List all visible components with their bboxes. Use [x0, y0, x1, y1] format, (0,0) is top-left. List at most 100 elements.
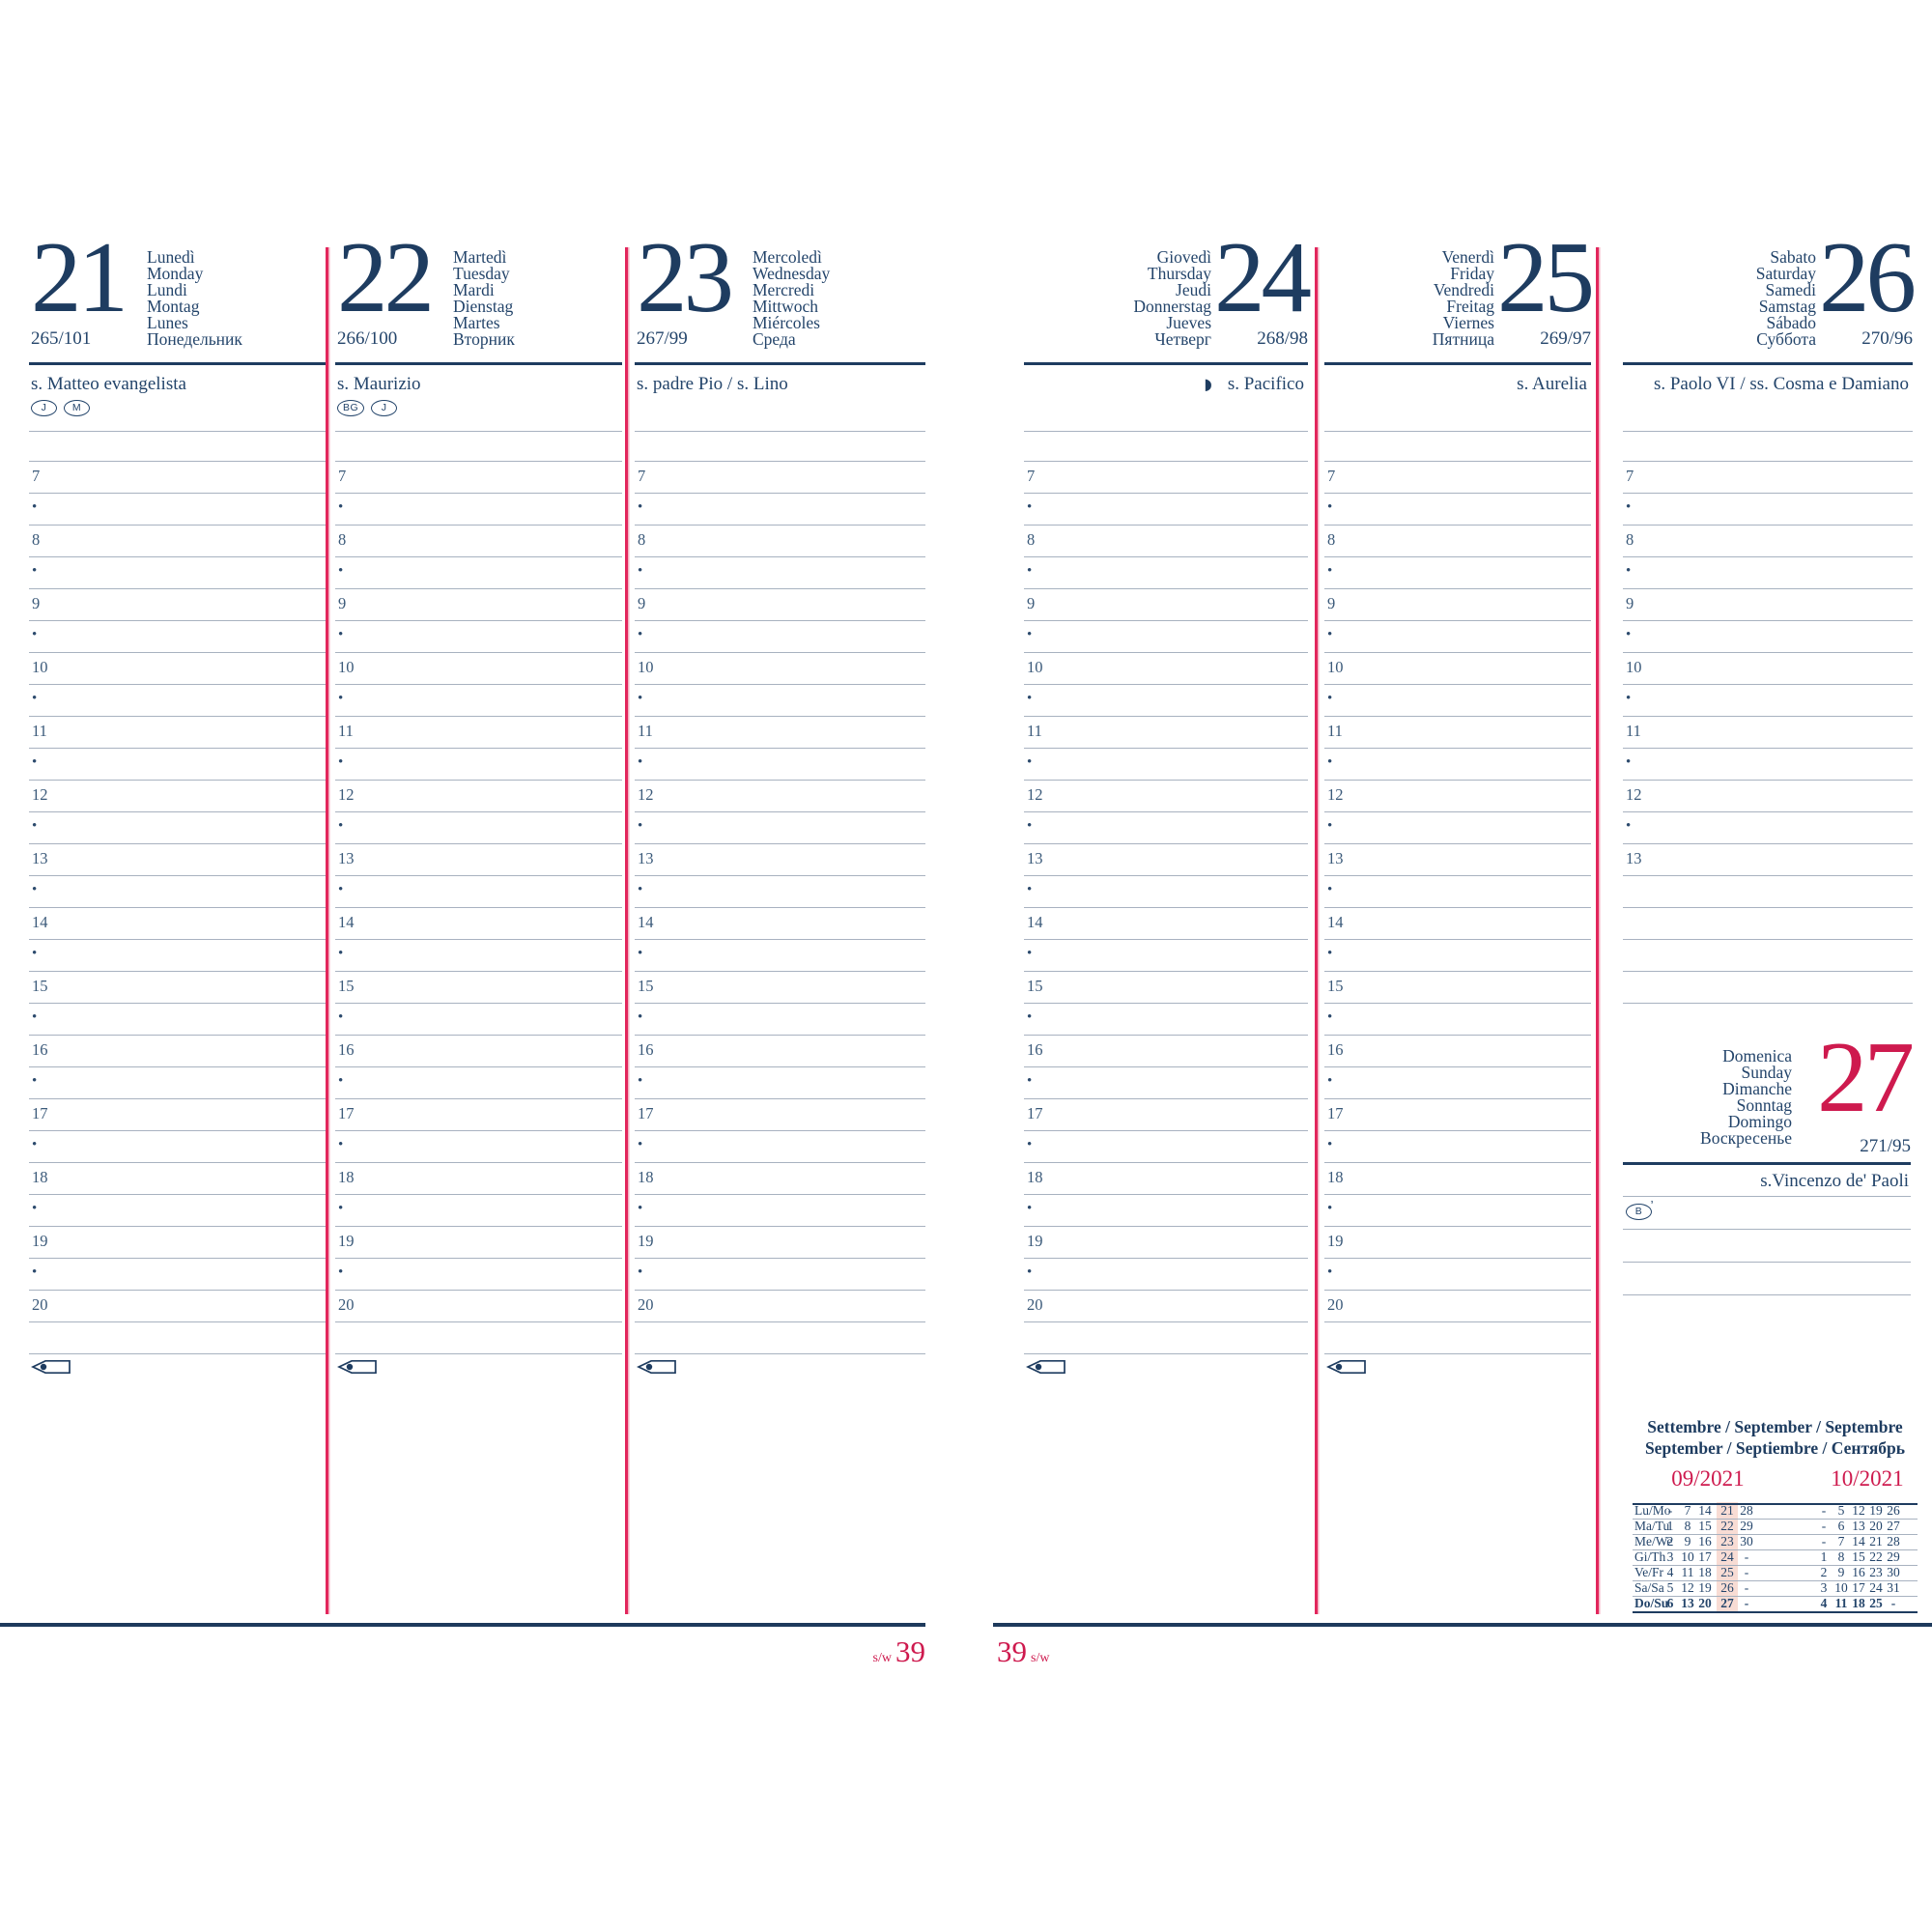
day-number: 24: [1214, 220, 1312, 333]
sunday-name-fr: Dimanche: [1722, 1079, 1792, 1098]
calendar-cell: 17: [1698, 1549, 1712, 1564]
ruled-line: [1324, 1066, 1591, 1067]
saint-name: ◗ s. Pacifico: [1204, 374, 1304, 395]
calendar-cell: 21: [1869, 1534, 1883, 1548]
ruled-line: [29, 556, 326, 557]
calendar-cell: 20: [1869, 1519, 1883, 1533]
calendar-cell: 13: [1852, 1519, 1865, 1533]
calendar-cell: 9: [1837, 1565, 1845, 1579]
day-name: Пятница: [1432, 329, 1494, 349]
day-names: Sabato Saturday Samedi Samstag Sábado Суббота: [1756, 248, 1816, 348]
calendar-bottom-rule: [1633, 1611, 1918, 1613]
ruled-line: [1024, 1321, 1308, 1322]
day-names: Lunedì Monday Lundi Montag Lunes Понедельник: [147, 248, 242, 348]
day-of-year: 268/98: [1257, 328, 1308, 349]
calendar-cell: 30: [1887, 1565, 1900, 1579]
left-page-bottom-rule: [0, 1623, 925, 1627]
ruled-line: [635, 907, 925, 908]
half-hour-dot: •: [1626, 627, 1632, 642]
day-name: Jueves: [1166, 313, 1211, 332]
day-column-22: 22 Martedì Tuesday Mardi Dienstag Martes Вторн…: [335, 0, 622, 1932]
ruled-line: [335, 461, 622, 462]
ruled-line: [1024, 525, 1308, 526]
calendar-cell: 30: [1740, 1534, 1753, 1548]
mini-calendar-month-october: 10/2021: [1831, 1466, 1904, 1491]
hour-label-20: 20: [638, 1295, 654, 1314]
hour-label-14: 14: [32, 913, 48, 931]
day-name: Mittwoch: [753, 297, 819, 316]
half-hour-dot: •: [338, 818, 344, 834]
half-hour-dot: •: [338, 691, 344, 706]
ruled-line: [29, 811, 326, 812]
hour-label-18: 18: [1327, 1168, 1344, 1186]
calendar-row-label: Gi/Th: [1634, 1549, 1666, 1564]
ruled-line: [635, 780, 925, 781]
calendar-cell: 24: [1720, 1549, 1734, 1564]
ruled-line: [635, 1226, 925, 1227]
calendar-cell: 4: [1820, 1596, 1828, 1610]
ruled-line: [635, 684, 925, 685]
day-of-year: 270/96: [1861, 328, 1913, 349]
ruled-line: [1024, 1162, 1308, 1163]
half-hour-dot: •: [338, 1073, 344, 1089]
sunday-badges: B: [1626, 1198, 1659, 1220]
half-hour-dot: •: [1327, 818, 1333, 834]
calendar-cell: 7: [1837, 1534, 1845, 1548]
ruled-line: [635, 1162, 925, 1163]
half-hour-dot: •: [32, 1137, 38, 1152]
saint-name-text: s. Pacifico: [1227, 374, 1304, 394]
hour-label-16: 16: [1327, 1040, 1344, 1059]
half-hour-dot: •: [1027, 1264, 1033, 1280]
ruled-line: [1024, 431, 1308, 432]
hour-label-15: 15: [1027, 977, 1043, 995]
day-names: Venerdì Friday Vendredi Freitag Viernes Пятни…: [1432, 248, 1494, 349]
hour-label-11: 11: [32, 722, 47, 740]
country-badge-M: M: [64, 399, 90, 416]
calendar-cell: 13: [1681, 1596, 1694, 1610]
ruled-line: [1324, 1321, 1591, 1322]
ruled-line: [1623, 748, 1913, 749]
day-name: Miércoles: [753, 313, 820, 332]
country-badge-BG: BG: [337, 399, 365, 416]
sunday-name-ru: Воскресенье: [1700, 1128, 1792, 1148]
hour-label-12: 12: [338, 785, 355, 804]
sunday-name-it: Domenica: [1722, 1046, 1792, 1065]
calendar-cell: 14: [1698, 1503, 1712, 1518]
sunday-saint-name: s.Vincenzo de' Paoli: [1760, 1171, 1909, 1191]
half-hour-dot: •: [1626, 754, 1632, 770]
ruled-line: [29, 875, 326, 876]
hour-label-19: 19: [638, 1232, 654, 1250]
calendar-cell: 23: [1720, 1534, 1734, 1548]
ruled-line: [1324, 811, 1591, 812]
ruled-line: [1024, 461, 1308, 462]
ruled-line: [1623, 843, 1913, 844]
tag-arrow-icon: [1026, 1358, 1066, 1380]
saint-name: s. Matteo evangelista: [31, 374, 186, 395]
calendar-cell: 31: [1887, 1580, 1900, 1595]
sunday-name-es: Domingo: [1727, 1112, 1792, 1131]
half-hour-dot: •: [1327, 691, 1333, 706]
calendar-cell: 15: [1852, 1549, 1865, 1564]
hour-label-12: 12: [1327, 785, 1344, 804]
day-column-21: 21 Lunedì Monday Lundi Montag Lunes Понедельни…: [29, 0, 326, 1932]
ruled-line: [635, 493, 925, 494]
hour-label-15: 15: [32, 977, 48, 995]
mini-calendar: Settembre / September / Septembre Septem…: [1633, 1416, 1918, 1619]
calendar-cell: 12: [1852, 1503, 1865, 1518]
half-hour-dot: •: [32, 563, 38, 579]
week-number-left-page: s/w 39: [636, 1634, 925, 1669]
half-hour-dot: •: [32, 818, 38, 834]
ruled-line: [1024, 971, 1308, 972]
hour-label-14: 14: [1027, 913, 1043, 931]
half-hour-dot: •: [1027, 563, 1033, 579]
calendar-cell: 11: [1681, 1565, 1694, 1579]
calendar-cell: 8: [1837, 1549, 1845, 1564]
half-hour-dot: •: [338, 627, 344, 642]
saint-name: s. Maurizio: [337, 374, 421, 395]
half-hour-dot: •: [32, 627, 38, 642]
hour-label-10: 10: [1027, 658, 1043, 676]
day-name: Lunes: [147, 313, 188, 332]
ruled-line: [335, 684, 622, 685]
